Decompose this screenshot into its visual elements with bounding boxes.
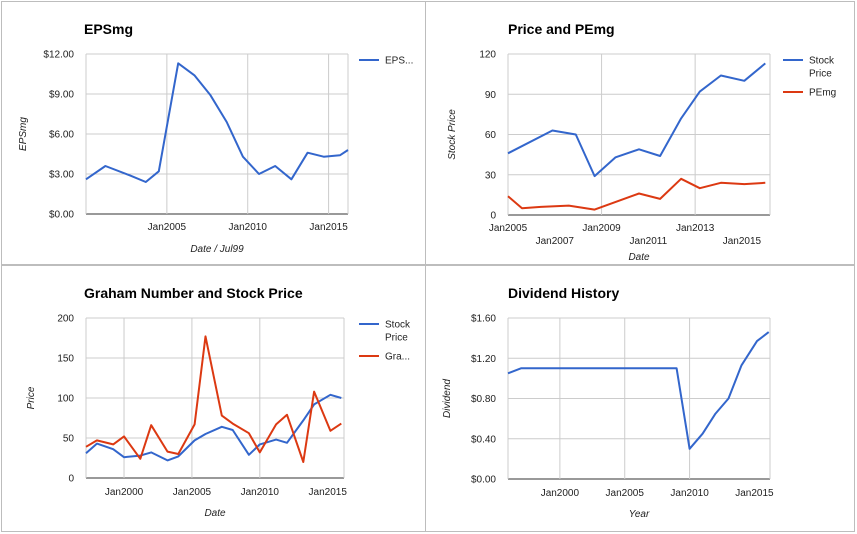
eps-y-tick-label: $9.00 bbox=[49, 90, 74, 101]
graham-y-tick-label: 100 bbox=[57, 394, 74, 405]
dividend-title: Dividend History bbox=[508, 285, 619, 301]
eps-x-tick-label: Jan2005 bbox=[148, 222, 187, 233]
eps-y-tick-label: $0.00 bbox=[49, 210, 74, 221]
graham-y-tick-label: 200 bbox=[57, 314, 74, 325]
graham-y-axis-title: Price bbox=[26, 386, 37, 409]
price-pe-x-tick-label: Jan2009 bbox=[582, 223, 621, 234]
eps-series-line-0 bbox=[85, 62, 349, 183]
dividend-x-tick-label: Jan2005 bbox=[606, 488, 645, 499]
graham-x-tick-label: Jan2015 bbox=[309, 487, 348, 498]
dividend-y-tick-label: $0.00 bbox=[471, 475, 496, 486]
graham-legend-label: Gra... bbox=[385, 352, 410, 363]
graham-chart: Graham Number and Stock Price 0 50 100 150 20… bbox=[26, 285, 411, 519]
graham-y-tick-label: 150 bbox=[57, 354, 74, 365]
dividend-y-tick-label: $0.80 bbox=[471, 394, 496, 405]
price-pe-y-tick-label: 30 bbox=[485, 170, 497, 181]
eps-y-axis-title: EPSmg bbox=[18, 117, 29, 151]
eps-y-tick-label: $6.00 bbox=[49, 130, 74, 141]
graham-legend-label: Stock Price bbox=[385, 320, 411, 344]
price-pe-y-tick-label: 90 bbox=[485, 90, 497, 101]
graham-x-tick-label: Jan2000 bbox=[105, 487, 144, 498]
eps-title: EPSmg bbox=[84, 21, 133, 37]
dividend-y-tick-label: $0.40 bbox=[471, 434, 496, 445]
price-pe-chart-panel: Price and PEmg 0 30 60 90 120 Jan2005 Jan2007 Ja… bbox=[425, 1, 855, 265]
price-pe-series-line-0 bbox=[507, 62, 766, 178]
price-pe-x-tick-label: Jan2005 bbox=[489, 223, 528, 234]
dividend-chart: Dividend History $0.00 $0.40 $0.80 $1.20 $1.6… bbox=[442, 285, 774, 520]
price-pe-legend-label: Stock Price bbox=[809, 56, 835, 80]
dividend-chart-panel: Dividend History $0.00 $0.40 $0.80 $1.20 $1.6… bbox=[425, 265, 855, 532]
graham-y-tick-label: 0 bbox=[68, 474, 74, 485]
graham-title: Graham Number and Stock Price bbox=[84, 285, 303, 301]
eps-x-tick-label: Jan2015 bbox=[309, 222, 348, 233]
dividend-x-tick-label: Jan2015 bbox=[735, 488, 774, 499]
eps-y-tick-label: $3.00 bbox=[49, 170, 74, 181]
dividend-x-tick-label: Jan2000 bbox=[541, 488, 580, 499]
eps-y-tick-label: $12.00 bbox=[43, 50, 74, 61]
graham-x-tick-label: Jan2005 bbox=[173, 487, 212, 498]
graham-x-tick-label: Jan2010 bbox=[241, 487, 280, 498]
eps-chart: EPSmg $0.00 $3.00 $6.00 $9.00 $12.00 Jan2005 Ja… bbox=[18, 21, 413, 255]
graham-series-line-1 bbox=[85, 335, 342, 463]
eps-legend-label: EPS... bbox=[385, 56, 413, 67]
eps-x-axis-title: Date / Jul99 bbox=[190, 244, 244, 255]
price-pe-y-tick-label: 0 bbox=[490, 211, 496, 222]
price-pe-x-axis-title: Date bbox=[628, 252, 650, 263]
graham-x-axis-title: Date bbox=[204, 508, 226, 519]
price-pe-x-tick-label: Jan2013 bbox=[676, 223, 715, 234]
dividend-x-tick-label: Jan2010 bbox=[670, 488, 709, 499]
price-pe-y-tick-label: 60 bbox=[485, 130, 497, 141]
price-pe-chart: Price and PEmg 0 30 60 90 120 Jan2005 Jan2007 Ja… bbox=[447, 21, 836, 263]
graham-series-line-0 bbox=[85, 393, 342, 462]
price-pe-title: Price and PEmg bbox=[508, 21, 615, 37]
dividend-series-line-0 bbox=[507, 331, 770, 450]
dividend-y-tick-label: $1.20 bbox=[471, 354, 496, 365]
dividend-x-axis-title: Year bbox=[629, 509, 650, 520]
dividend-y-axis-title: Dividend bbox=[442, 379, 453, 418]
eps-x-tick-label: Jan2010 bbox=[229, 222, 268, 233]
eps-chart-panel: EPSmg $0.00 $3.00 $6.00 $9.00 $12.00 Jan2005 Ja… bbox=[1, 1, 426, 265]
price-pe-legend-label: PEmg bbox=[809, 88, 836, 99]
graham-y-tick-label: 50 bbox=[63, 434, 75, 445]
price-pe-x-tick-label: Jan2011 bbox=[630, 236, 668, 247]
price-pe-x-tick-label: Jan2007 bbox=[536, 236, 575, 247]
graham-chart-panel: Graham Number and Stock Price 0 50 100 150 20… bbox=[1, 265, 426, 532]
price-pe-x-tick-label: Jan2015 bbox=[723, 236, 762, 247]
dividend-y-tick-label: $1.60 bbox=[471, 314, 496, 325]
price-pe-y-axis-title: Stock Price bbox=[447, 109, 458, 160]
price-pe-y-tick-label: 120 bbox=[479, 50, 496, 61]
price-pe-series-line-1 bbox=[507, 177, 766, 211]
